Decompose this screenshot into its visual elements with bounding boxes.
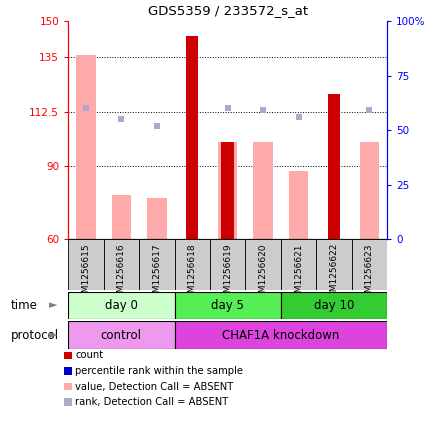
Bar bbox=[139, 239, 175, 290]
Bar bbox=[316, 239, 352, 290]
Bar bbox=[289, 171, 308, 239]
Bar bbox=[68, 292, 175, 319]
Bar bbox=[175, 321, 387, 349]
Bar bbox=[147, 198, 167, 239]
Text: ►: ► bbox=[48, 330, 57, 340]
Text: control: control bbox=[101, 329, 142, 342]
Text: GSM1256620: GSM1256620 bbox=[259, 243, 268, 304]
Bar bbox=[112, 195, 131, 239]
Text: ►: ► bbox=[48, 301, 57, 310]
Text: GSM1256622: GSM1256622 bbox=[330, 243, 338, 303]
Text: count: count bbox=[75, 350, 103, 360]
Bar bbox=[246, 239, 281, 290]
Bar bbox=[218, 142, 238, 239]
Text: day 10: day 10 bbox=[314, 299, 354, 312]
Title: GDS5359 / 233572_s_at: GDS5359 / 233572_s_at bbox=[148, 4, 308, 17]
Bar bbox=[221, 142, 234, 239]
Bar bbox=[104, 239, 139, 290]
Text: GSM1256623: GSM1256623 bbox=[365, 243, 374, 304]
Text: protocol: protocol bbox=[11, 329, 59, 342]
Text: percentile rank within the sample: percentile rank within the sample bbox=[75, 366, 243, 376]
Bar bbox=[281, 239, 316, 290]
Text: day 0: day 0 bbox=[105, 299, 138, 312]
Text: GSM1256618: GSM1256618 bbox=[188, 243, 197, 304]
Text: day 5: day 5 bbox=[211, 299, 244, 312]
Bar bbox=[186, 36, 198, 239]
Bar bbox=[253, 142, 273, 239]
Text: value, Detection Call = ABSENT: value, Detection Call = ABSENT bbox=[75, 382, 234, 392]
Text: time: time bbox=[11, 299, 38, 312]
Bar bbox=[68, 239, 104, 290]
Text: GSM1256619: GSM1256619 bbox=[223, 243, 232, 304]
Text: rank, Detection Call = ABSENT: rank, Detection Call = ABSENT bbox=[75, 397, 228, 407]
Bar bbox=[281, 292, 387, 319]
Text: GSM1256617: GSM1256617 bbox=[152, 243, 161, 304]
Bar bbox=[328, 94, 340, 239]
Bar bbox=[175, 292, 281, 319]
Bar bbox=[360, 142, 379, 239]
Text: CHAF1A knockdown: CHAF1A knockdown bbox=[222, 329, 340, 342]
Text: GSM1256615: GSM1256615 bbox=[81, 243, 91, 304]
Text: GSM1256616: GSM1256616 bbox=[117, 243, 126, 304]
Bar bbox=[68, 321, 175, 349]
Bar bbox=[175, 239, 210, 290]
Bar bbox=[210, 239, 246, 290]
Text: GSM1256621: GSM1256621 bbox=[294, 243, 303, 304]
Bar bbox=[352, 239, 387, 290]
Bar bbox=[76, 55, 95, 239]
